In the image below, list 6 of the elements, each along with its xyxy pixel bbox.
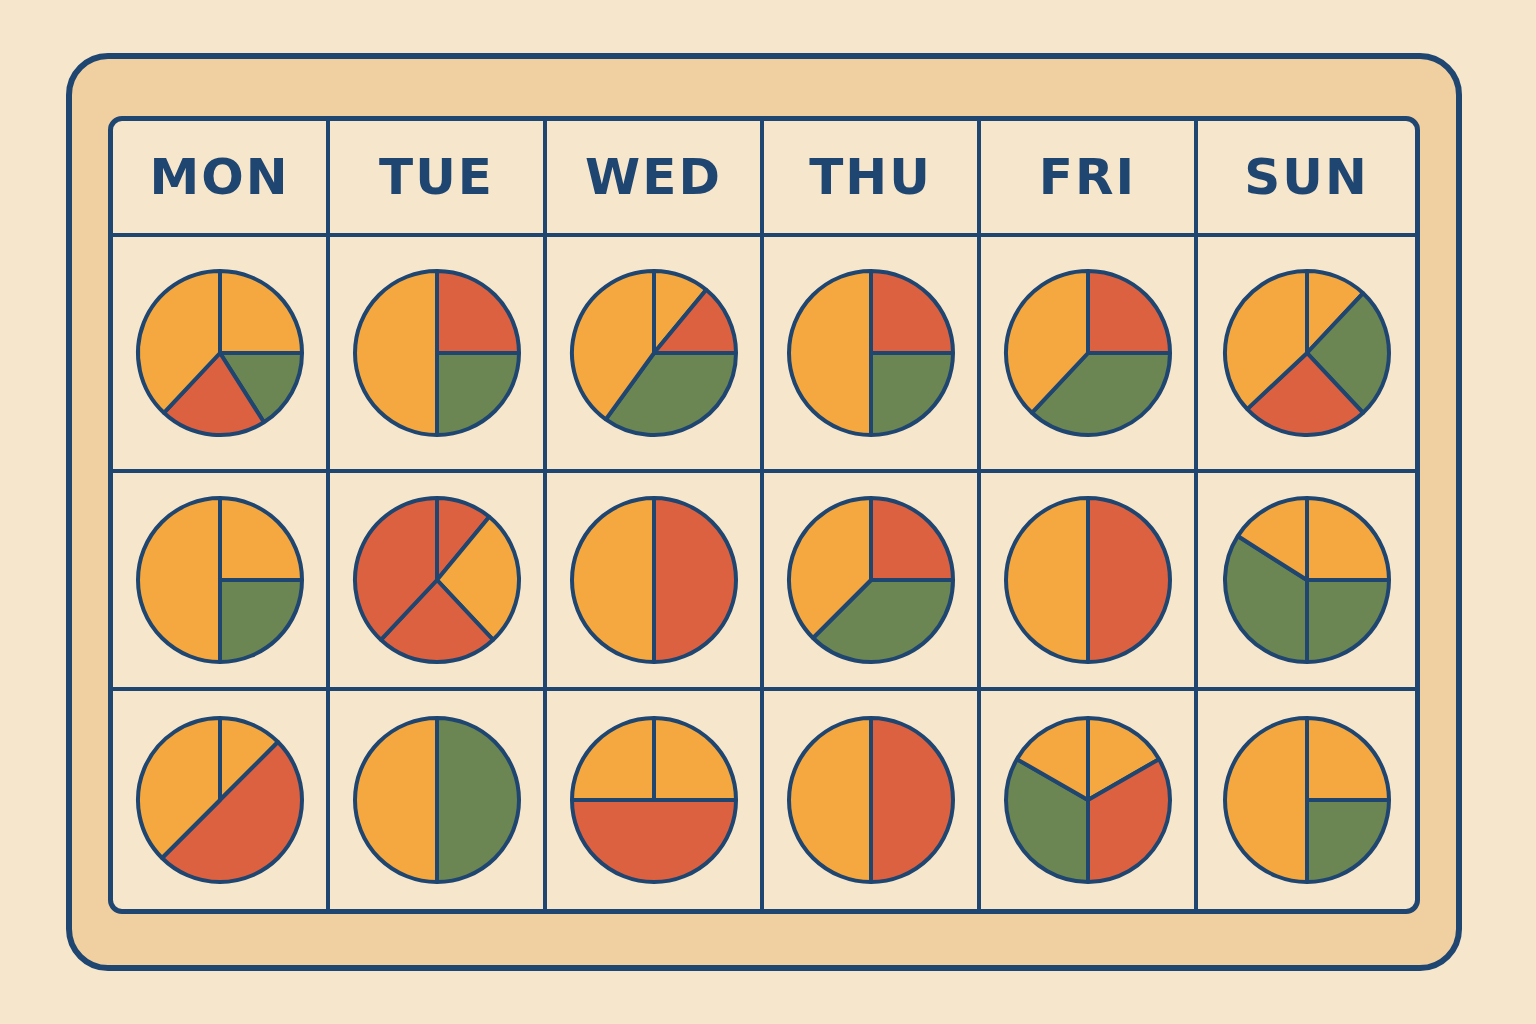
chart-title: TUE (330, 121, 543, 237)
chart-title: MON (113, 121, 326, 237)
chart-title: THU (764, 121, 977, 237)
chart-title: FRI (981, 121, 1194, 237)
chart-title: SUN (1198, 121, 1415, 237)
chart-title: WED (547, 121, 760, 237)
